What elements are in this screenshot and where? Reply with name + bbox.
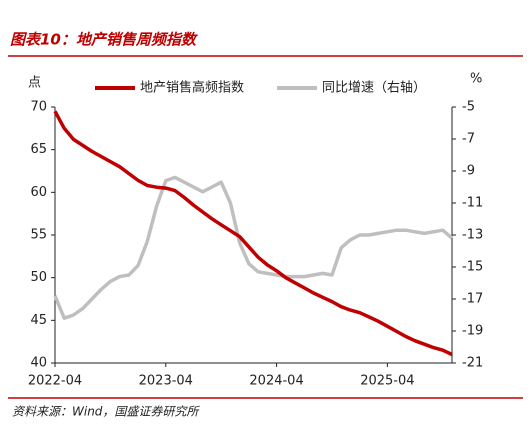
source: 资料来源：Wind，国盛证券研究所 <box>12 405 200 419</box>
y-tick-label: 55 <box>30 228 47 243</box>
y-tick-label: 50 <box>30 270 47 285</box>
series-line <box>53 110 453 357</box>
y2-tick-label: -17 <box>462 292 483 307</box>
y-tick-label: 60 <box>30 185 47 200</box>
y2-tick-label: -5 <box>462 100 475 115</box>
y2-tick-label: -7 <box>462 132 475 147</box>
legend-label: 地产销售高频指数 <box>140 80 244 96</box>
x-tick-label: 2025-04 <box>360 374 414 389</box>
y2-tick-label: -19 <box>462 324 483 339</box>
y2-tick-label: -21 <box>462 356 483 371</box>
y-tick-label: 45 <box>30 313 47 328</box>
series-line <box>53 175 454 320</box>
x-tick-label: 2024-04 <box>249 374 303 389</box>
y2-axis-label: % <box>470 72 482 87</box>
y-tick-label: 70 <box>30 100 47 115</box>
y2-tick-label: -15 <box>462 260 483 275</box>
y-tick-label: 65 <box>30 142 47 157</box>
y-tick-label: 40 <box>30 356 47 371</box>
y-axis-label: 点 <box>28 76 41 91</box>
x-tick-label: 2022-04 <box>28 374 82 389</box>
x-tick-label: 2023-04 <box>139 374 193 389</box>
y2-tick-label: -9 <box>462 164 475 179</box>
y2-tick-label: -13 <box>462 228 483 243</box>
y2-tick-label: -11 <box>462 196 483 211</box>
chart-title: 图表10：地产销售周频指数 <box>10 31 199 49</box>
legend-label: 同比增速（右轴） <box>322 81 426 96</box>
